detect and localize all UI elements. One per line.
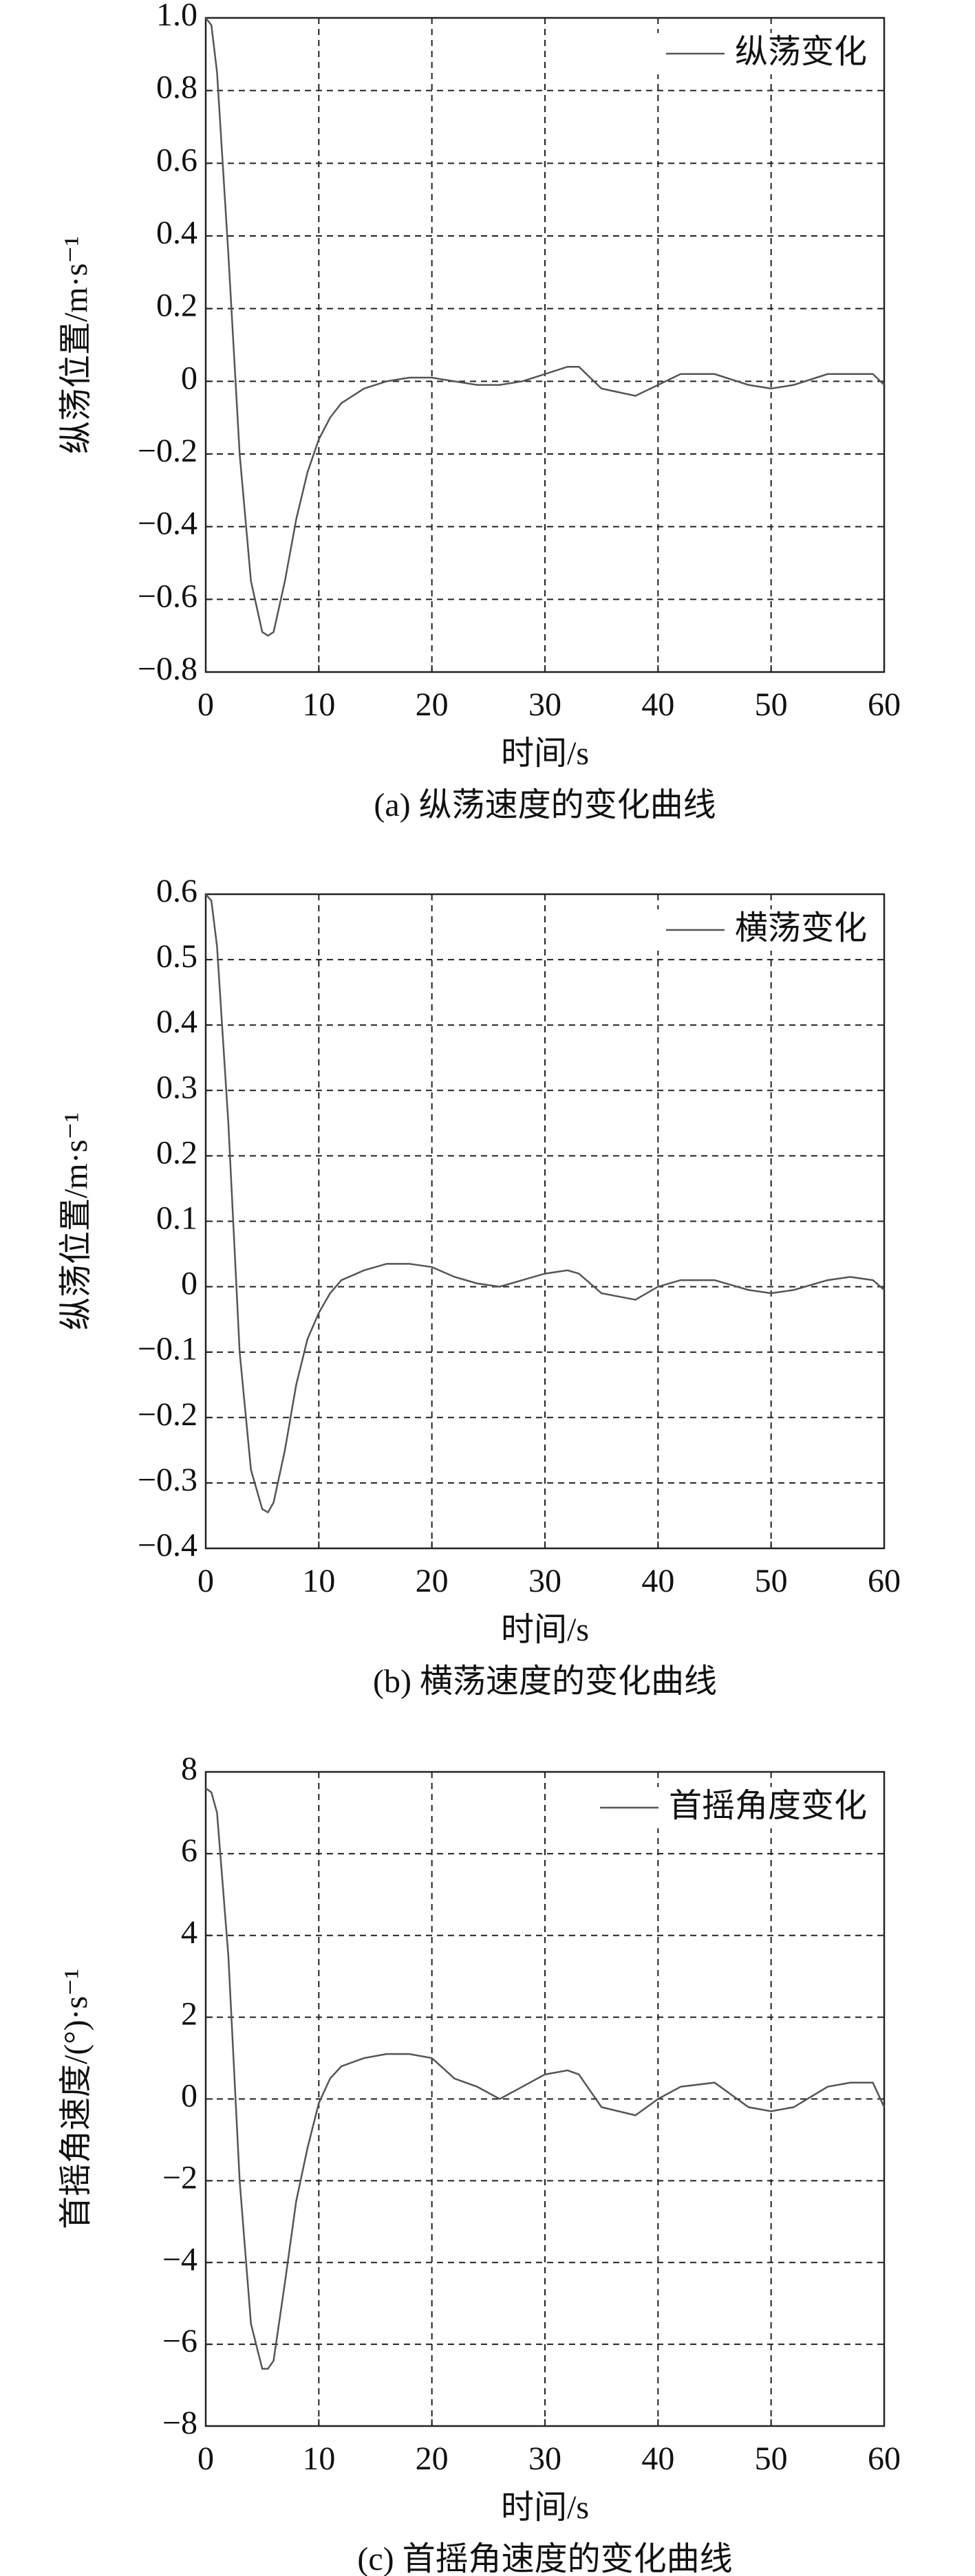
y-tick-label: 0 — [181, 2078, 197, 2114]
x-tick-label: 60 — [868, 1563, 901, 1599]
y-tick-label: 0.6 — [156, 873, 197, 909]
y-tick-label: 0.3 — [156, 1069, 197, 1105]
y-axis-label: 纵荡位置/m·s⁻¹ — [58, 236, 94, 454]
y-tick-label: 0.8 — [156, 69, 197, 106]
x-axis-label: 时间/s — [501, 735, 589, 772]
y-tick-label: −0.8 — [138, 651, 197, 687]
x-tick-label: 60 — [868, 2440, 901, 2477]
y-tick-label: 6 — [181, 1832, 197, 1869]
y-tick-label: −0.3 — [138, 1462, 197, 1498]
y-tick-label: −0.4 — [138, 1527, 197, 1563]
x-tick-label: 40 — [641, 686, 674, 723]
series-line — [205, 894, 885, 1514]
series-line — [205, 17, 885, 637]
y-tick-label: −0.2 — [138, 1396, 197, 1433]
legend-label: 首摇角度变化 — [669, 1786, 867, 1825]
x-axis-label: 时间/s — [501, 2489, 589, 2526]
y-tick-label: 0.5 — [156, 938, 197, 975]
chart-title: (a) 纵荡速度的变化曲线 — [374, 787, 716, 823]
y-tick-label: −8 — [162, 2405, 197, 2441]
chart-title: (c) 首摇角速度的变化曲线 — [357, 2541, 732, 2576]
x-tick-label: 20 — [416, 686, 449, 723]
x-tick-label: 10 — [302, 686, 335, 723]
y-tick-label: 0.2 — [156, 288, 197, 324]
x-tick-label: 50 — [755, 1563, 788, 1599]
x-tick-label: 50 — [755, 686, 788, 723]
y-tick-label: −6 — [162, 2323, 197, 2359]
y-tick-label: 0.2 — [156, 1134, 197, 1171]
plot-frame — [204, 17, 886, 673]
y-tick-label: 8 — [181, 1751, 197, 1787]
x-tick-label: 20 — [416, 1563, 449, 1599]
x-tick-label: 10 — [302, 2440, 335, 2477]
plot-frame — [204, 893, 886, 1550]
y-tick-label: 2 — [181, 1996, 197, 2033]
x-tick-label: 0 — [197, 1563, 214, 1599]
legend-label: 横荡变化 — [735, 909, 867, 947]
x-tick-label: 40 — [641, 2440, 674, 2477]
y-tick-label: 0.4 — [156, 215, 197, 251]
y-tick-label: −4 — [162, 2241, 197, 2277]
y-tick-label: 0 — [181, 1266, 197, 1302]
x-tick-label: 60 — [868, 686, 901, 723]
x-tick-label: 20 — [416, 2440, 449, 2477]
x-tick-label: 0 — [197, 2440, 214, 2477]
y-tick-label: 0 — [181, 360, 197, 396]
x-tick-label: 10 — [302, 1563, 335, 1599]
x-tick-label: 40 — [641, 1563, 674, 1599]
x-tick-label: 50 — [755, 2440, 788, 2477]
y-tick-label: 4 — [181, 1914, 197, 1951]
y-tick-label: 1.0 — [156, 0, 197, 33]
x-tick-label: 30 — [528, 2440, 561, 2477]
y-tick-label: 0.4 — [156, 1004, 197, 1040]
y-axis-label: 首摇角速度/(°)·s⁻¹ — [58, 1969, 94, 2229]
y-tick-label: 0.1 — [156, 1200, 197, 1237]
plot-frame — [204, 1771, 886, 2427]
y-tick-label: 0.6 — [156, 142, 197, 178]
y-tick-label: −0.4 — [138, 506, 197, 542]
x-tick-label: 30 — [528, 686, 561, 723]
legend-label: 纵荡变化 — [735, 32, 867, 71]
y-tick-label: −0.2 — [138, 433, 197, 469]
x-axis-label: 时间/s — [501, 1612, 589, 1648]
x-tick-label: 0 — [197, 686, 214, 723]
x-tick-label: 30 — [528, 1563, 561, 1599]
y-tick-label: −0.6 — [138, 578, 197, 614]
chart-title: (b) 横荡速度的变化曲线 — [373, 1663, 717, 1700]
series-line — [205, 1787, 886, 2370]
y-tick-label: −2 — [162, 2159, 197, 2196]
y-tick-label: −0.1 — [138, 1331, 197, 1367]
y-axis-label: 纵荡位置/m·s⁻¹ — [58, 1112, 94, 1330]
